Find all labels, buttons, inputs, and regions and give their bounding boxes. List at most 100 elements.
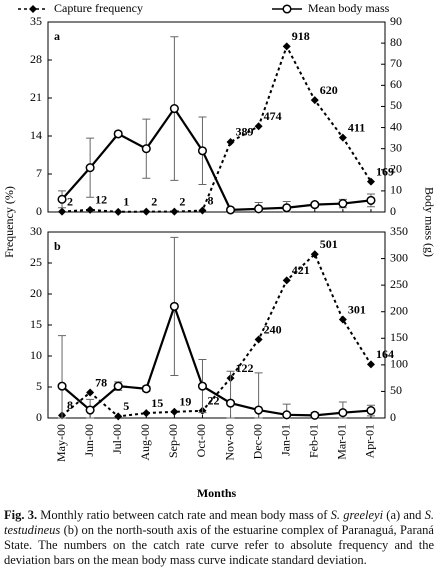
y-tick-label: 28 [30, 52, 42, 66]
legend-marker [282, 4, 292, 14]
y-tick-label: 0 [36, 204, 42, 218]
x-tick-label: Apr-01 [363, 424, 377, 458]
point-label: 8 [67, 398, 73, 412]
point-label: 918 [292, 29, 310, 43]
y-tick-label: 5 [36, 379, 42, 393]
diamond-marker [86, 388, 95, 397]
diamond-marker [114, 207, 123, 216]
diamond-marker [198, 206, 207, 215]
circle-marker [85, 163, 95, 173]
legend-label: Mean body mass [308, 1, 390, 15]
point-label: 22 [207, 394, 219, 408]
point-label: 169 [376, 164, 394, 178]
y2-tick-label: 80 [390, 35, 402, 49]
diamond-marker [170, 207, 179, 216]
y2-tick-label: 70 [390, 56, 402, 70]
x-tick-label: Feb-01 [307, 424, 321, 458]
circle-marker [310, 410, 320, 420]
y-tick-label: 0 [36, 410, 42, 424]
x-tick-label: Jul-00 [110, 424, 124, 454]
circle-marker [169, 104, 179, 114]
caption-text: S. testudineus [4, 508, 435, 537]
point-label: 2 [179, 194, 185, 208]
diamond-marker [58, 207, 67, 216]
legend-marker [29, 5, 37, 13]
y-tick-label: 14 [30, 128, 42, 142]
caption-text: Monthly ratio between catch rate and mea… [37, 508, 331, 522]
caption-text: Fig. 3. [4, 508, 38, 522]
panel-label: b [54, 239, 61, 253]
circle-marker [366, 195, 376, 205]
point-label: 501 [320, 237, 338, 251]
y2-tick-label: 350 [390, 224, 408, 238]
point-label: 2 [67, 194, 73, 208]
circle-marker [254, 405, 264, 415]
y2-tick-label: 50 [390, 383, 402, 397]
legend-label: Capture frequency [54, 1, 143, 15]
diamond-marker [254, 335, 263, 344]
point-label: 122 [236, 361, 254, 375]
y2-tick-label: 20 [390, 162, 402, 176]
circle-marker [57, 381, 67, 391]
circle-marker [113, 381, 123, 391]
point-label: 301 [348, 302, 366, 316]
circle-marker [338, 408, 348, 418]
point-label: 474 [264, 109, 282, 123]
y2-tick-label: 150 [390, 330, 408, 344]
circle-marker [225, 205, 236, 215]
diamond-marker [338, 315, 347, 324]
x-axis-title: Months [197, 486, 237, 500]
panel-label: a [54, 29, 60, 43]
point-label: 421 [292, 263, 310, 277]
y2-tick-label: 0 [390, 204, 396, 218]
circle-marker [113, 129, 123, 139]
diamond-marker [142, 207, 151, 216]
diamond-marker [170, 407, 179, 416]
point-label: 1 [123, 195, 129, 209]
circle-marker [141, 144, 151, 154]
error-bar [226, 370, 235, 419]
dashed-line [61, 43, 372, 213]
diamond-marker [366, 177, 375, 186]
x-tick-label: Jan-01 [278, 424, 292, 456]
y2-tick-label: 40 [390, 119, 402, 133]
diamond-marker [86, 205, 95, 214]
y-tick-label: 21 [30, 90, 42, 104]
y2-tick-label: 200 [390, 303, 408, 317]
solid-line [61, 106, 372, 212]
x-tick-label: Aug-00 [138, 424, 152, 461]
diamond-marker [282, 42, 291, 51]
circle-marker [197, 146, 208, 156]
error-bar [58, 335, 67, 419]
diamond-marker [366, 360, 375, 369]
diamond-marker [310, 96, 319, 105]
caption-text: (b) on the north-south axis of the estua… [4, 523, 434, 567]
x-tick-label: Dec-00 [250, 424, 264, 459]
x-tick-label: May-00 [54, 424, 68, 462]
point-label: 2 [151, 194, 157, 208]
circle-marker [282, 410, 292, 420]
circle-marker [197, 381, 208, 391]
diamond-marker [282, 276, 291, 285]
point-label: 5 [123, 399, 129, 413]
y2-tick-label: 250 [390, 277, 408, 291]
y-tick-label: 30 [30, 224, 42, 238]
caption-text: S. greeleyi [330, 508, 384, 522]
solid-line [61, 303, 372, 417]
circle-marker [141, 384, 151, 394]
y-tick-label: 20 [30, 286, 42, 300]
diamond-marker [114, 412, 123, 421]
point-label: 78 [95, 375, 107, 389]
y-tick-label: 35 [30, 14, 42, 28]
y2-tick-label: 0 [390, 410, 396, 424]
y2-tick-label: 30 [390, 140, 402, 154]
circle-marker [338, 199, 348, 209]
circle-marker [85, 405, 95, 415]
y2-tick-label: 60 [390, 77, 402, 91]
x-tick-label: Mar-01 [335, 424, 349, 460]
diamond-marker [226, 137, 235, 146]
y2-tick-label: 50 [390, 98, 402, 112]
point-label: 620 [320, 83, 338, 97]
point-label: 15 [151, 396, 163, 410]
